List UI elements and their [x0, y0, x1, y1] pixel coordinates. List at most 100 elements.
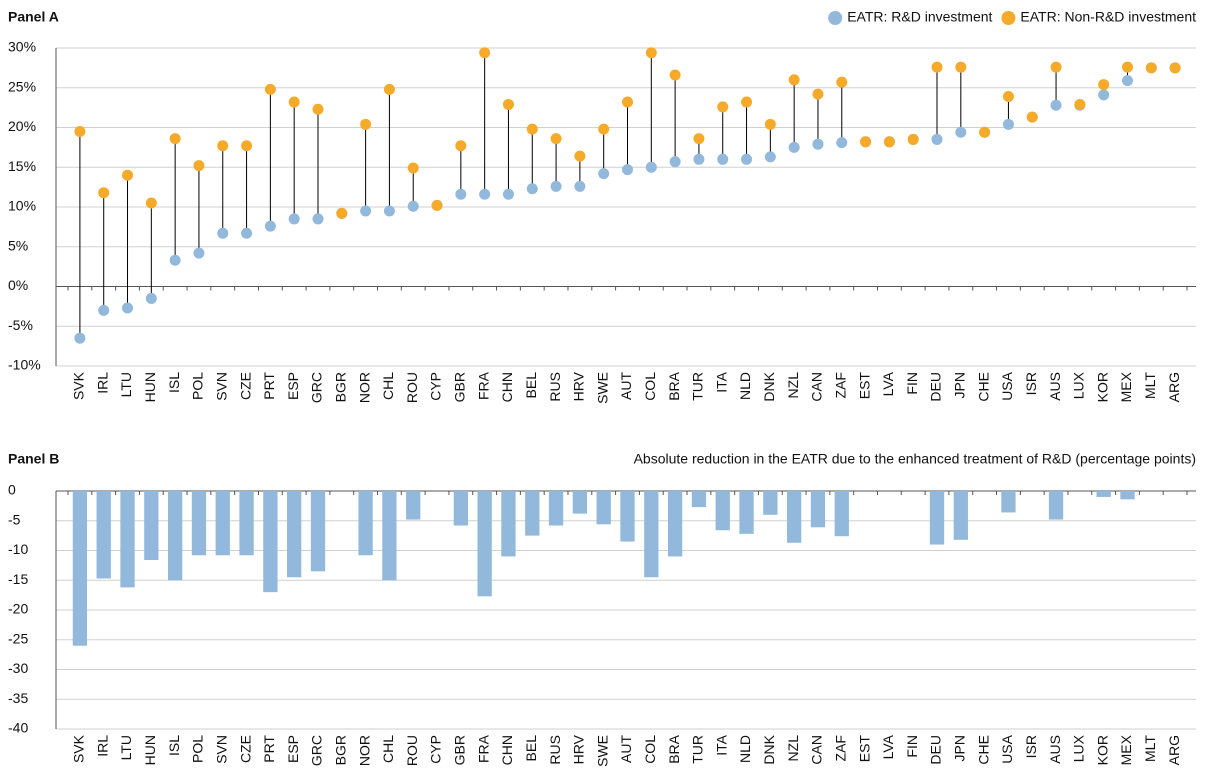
dot: [788, 141, 800, 153]
dot: [1002, 118, 1014, 130]
x-tick-label: ISL: [166, 372, 182, 393]
bar: [572, 491, 588, 514]
x-tick-label: GBR: [452, 372, 468, 402]
dot: [836, 76, 848, 88]
dot: [383, 83, 395, 95]
x-tick-label: FRA: [475, 734, 491, 763]
bar: [763, 491, 778, 515]
bar: [1001, 491, 1016, 513]
x-tick-label: COL: [642, 372, 658, 401]
dot: [288, 213, 300, 225]
dot: [669, 156, 681, 168]
x-tick-label: SVK: [71, 371, 87, 400]
dot: [217, 140, 229, 152]
dot: [860, 136, 872, 148]
x-tick-label: FIN: [904, 735, 920, 758]
x-tick-label: RUS: [547, 735, 563, 765]
dot: [122, 302, 134, 314]
x-tick-label: ITA: [713, 371, 729, 392]
dot: [169, 133, 181, 145]
dot: [741, 96, 753, 108]
x-tick-label: DEU: [928, 372, 944, 402]
y-tick-label: 0%: [8, 277, 28, 293]
bar: [834, 491, 849, 537]
x-tick-label: SVN: [213, 735, 229, 764]
dot: [502, 188, 514, 200]
x-tick-label: MEX: [1118, 371, 1134, 402]
bar: [929, 491, 945, 545]
x-tick-label: ZAF: [832, 735, 848, 761]
bar: [406, 491, 421, 520]
dot: [479, 188, 491, 200]
bar: [358, 491, 373, 556]
dot: [764, 151, 776, 163]
x-tick-label: ISR: [1023, 372, 1039, 395]
dot: [1050, 99, 1062, 111]
x-tick-label: LVA: [880, 734, 896, 759]
y-tick-label: 10%: [8, 198, 36, 214]
legend-label: EATR: R&D investment: [847, 9, 992, 25]
dot: [907, 133, 919, 145]
bar: [96, 491, 111, 579]
x-tick-label: CZE: [237, 735, 253, 763]
x-tick-label: KOR: [1094, 372, 1110, 402]
dot: [717, 153, 729, 165]
bar: [382, 491, 397, 581]
dot: [1002, 90, 1014, 102]
legend-marker: [1001, 11, 1016, 25]
x-tick-label: BRA: [666, 371, 682, 400]
bar: [167, 491, 183, 581]
x-tick-label: CHE: [975, 372, 991, 402]
x-tick-label: POL: [190, 372, 206, 400]
dot: [1121, 75, 1133, 87]
y-tick-label: -40: [8, 720, 28, 736]
x-tick-label: JPN: [952, 372, 968, 398]
bar: [144, 491, 159, 561]
x-tick-label: RUS: [547, 372, 563, 402]
x-tick-label: AUT: [618, 735, 634, 763]
dot: [955, 61, 967, 73]
dot: [669, 69, 681, 81]
dot: [574, 150, 586, 162]
dot: [717, 101, 729, 113]
bar: [453, 491, 468, 526]
panel-title: Panel A: [8, 9, 59, 25]
x-tick-label: ISR: [1023, 735, 1039, 758]
dot: [455, 140, 467, 152]
x-tick-label: POL: [190, 735, 206, 763]
bar: [953, 491, 968, 540]
dot: [98, 304, 110, 316]
x-tick-label: NZL: [785, 372, 801, 399]
legend-marker: [828, 11, 843, 25]
dot: [645, 47, 657, 59]
dot: [383, 205, 395, 217]
x-tick-label: BRA: [666, 734, 682, 763]
dot: [526, 123, 538, 135]
x-tick-label: CAN: [809, 735, 825, 765]
x-tick-label: AUS: [1047, 735, 1063, 764]
x-tick-label: TUR: [690, 735, 706, 764]
x-tick-label: ARG: [1166, 735, 1182, 765]
bar: [1048, 491, 1064, 520]
x-tick-label: COL: [642, 735, 658, 764]
dot: [217, 227, 229, 239]
dot: [264, 83, 276, 95]
dot: [1074, 98, 1086, 110]
bar: [310, 491, 326, 572]
x-tick-label: CYP: [428, 372, 444, 401]
dot: [1169, 62, 1181, 74]
x-tick-label: FIN: [904, 372, 920, 395]
dot: [502, 98, 514, 110]
x-tick-label: IRL: [94, 372, 110, 394]
x-tick-label: PRT: [261, 372, 277, 400]
x-tick-label: CYP: [428, 735, 444, 764]
y-tick-label: 25%: [8, 78, 36, 94]
panel-title: Panel B: [8, 451, 59, 467]
dot: [526, 183, 538, 195]
dot: [407, 200, 419, 212]
y-tick-label: -15: [8, 571, 28, 587]
x-tick-label: LTU: [118, 372, 134, 397]
dot: [836, 137, 848, 149]
x-tick-label: CHN: [499, 372, 515, 402]
